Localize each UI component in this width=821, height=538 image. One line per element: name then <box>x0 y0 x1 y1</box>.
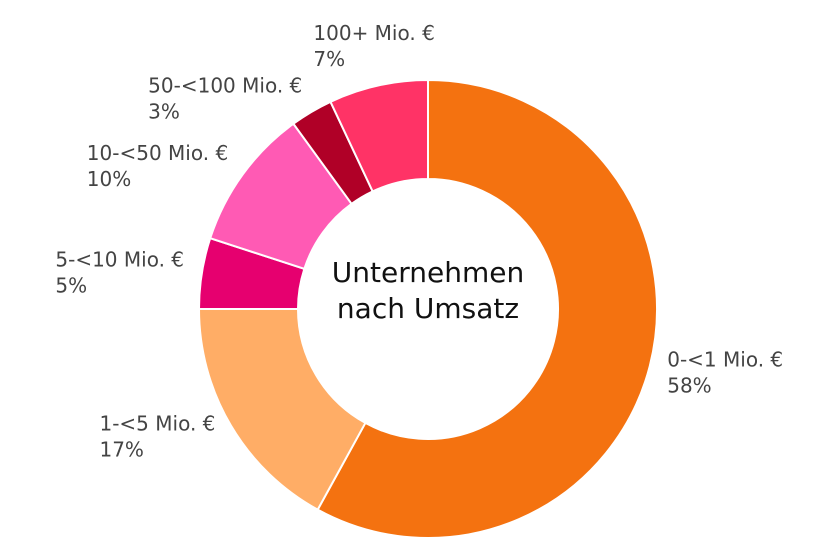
slice-value-label: 5% <box>55 273 87 297</box>
donut-slice <box>197 308 367 512</box>
slice-value-label: 3% <box>148 99 180 123</box>
slice-value-label: 58% <box>667 373 711 397</box>
slice-label: 10-<50 Mio. € <box>87 141 228 165</box>
slice-label: 100+ Mio. € <box>313 21 434 45</box>
donut-slice <box>316 78 658 538</box>
slice-label: 5-<10 Mio. € <box>55 247 184 271</box>
chart-title: Unternehmen nach Umsatz <box>331 256 525 325</box>
slice-label: 1-<5 Mio. € <box>99 412 215 436</box>
slice-value-label: 10% <box>87 167 131 191</box>
slice-label: 0-<1 Mio. € <box>667 347 783 371</box>
slice-label: 50-<100 Mio. € <box>148 73 302 97</box>
slice-value-label: 7% <box>313 47 345 71</box>
donut-slice <box>329 78 429 193</box>
slice-value-label: 17% <box>99 438 143 462</box>
